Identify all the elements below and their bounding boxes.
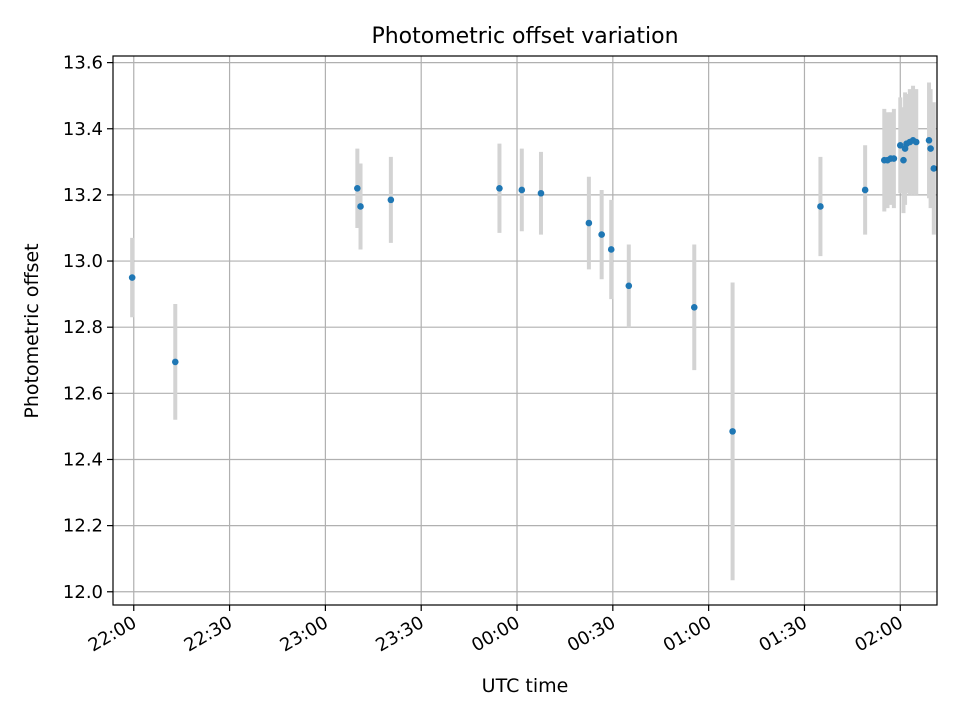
data-point [912,138,920,146]
y-tick-label: 12.2 [63,516,103,537]
y-tick-label: 12.8 [63,317,103,338]
y-tick-label: 13.4 [63,119,103,140]
data-point [598,231,605,238]
data-point [890,155,898,162]
data-point [496,184,503,192]
point-layer [128,137,938,435]
plot-frame [112,55,938,606]
y-tick-label: 13.6 [63,53,103,74]
y-tick-label: 12.0 [63,582,103,603]
y-axis-label: Photometric offset [21,243,43,418]
data-point [518,186,526,194]
y-tick-label: 13.2 [63,185,103,206]
data-point [585,219,593,227]
x-axis-label: UTC time [482,675,569,697]
data-point [729,428,736,435]
data-point [354,184,361,192]
grid-layer [113,56,937,605]
data-point [357,203,364,210]
data-point [927,145,934,152]
data-point [537,189,545,197]
y-tick-label: 12.6 [63,383,103,404]
data-point [128,274,136,281]
data-point [690,304,698,311]
chart-title: Photometric offset variation [371,24,678,49]
data-point [900,156,907,164]
data-point [607,246,615,253]
data-point [861,186,869,194]
data-point [930,165,938,172]
data-point [925,137,933,144]
data-point [901,145,909,152]
data-point [171,358,179,366]
data-point [387,196,395,204]
data-point [896,141,904,149]
data-point [817,203,824,210]
y-tick-label: 12.4 [63,449,103,470]
data-point [625,282,633,290]
y-tick-label: 13.0 [63,251,103,272]
